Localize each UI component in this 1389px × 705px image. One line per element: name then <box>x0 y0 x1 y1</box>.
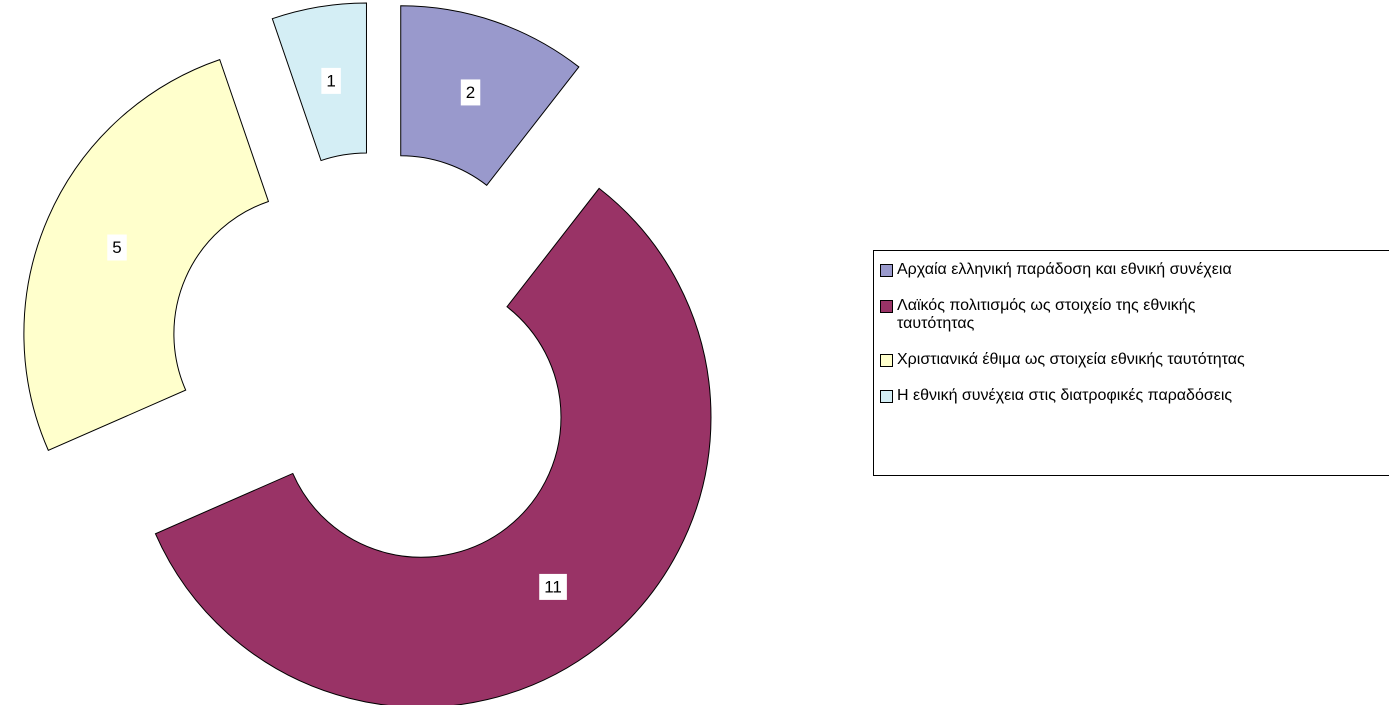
plot: 2 11 5 1 <box>23 2 712 705</box>
data-label-text: 2 <box>466 83 475 102</box>
data-label-box <box>321 67 341 94</box>
legend: Αρχαία ελληνική παράδοση και εθνική συνέ… <box>873 250 1389 476</box>
legend-swatch <box>880 300 893 313</box>
legend-swatch <box>880 354 893 367</box>
data-label-text: 5 <box>112 238 121 257</box>
legend-label: Χριστιανικά έθιμα ως στοιχεία εθνικής τα… <box>897 351 1245 368</box>
legend-item: Αρχαία ελληνική παράδοση και εθνική συνέ… <box>880 261 1350 279</box>
data-label-text: 1 <box>326 71 335 90</box>
legend-item: Λαϊκός πολιτισμός ως στοιχείο της εθνική… <box>880 297 1350 333</box>
doughnut-segment <box>400 5 580 187</box>
doughnut-segment <box>154 187 712 705</box>
data-label-box <box>460 79 481 106</box>
data-label-text: 11 <box>544 577 562 596</box>
data-label: 1 <box>321 67 341 94</box>
doughnut-segment <box>23 58 270 452</box>
data-label-box <box>107 234 127 261</box>
data-label-box <box>539 573 567 600</box>
legend-swatch <box>880 390 893 403</box>
doughnut-segment <box>271 2 367 162</box>
data-label: 11 <box>539 573 567 600</box>
legend-label: Λαϊκός πολιτισμός ως στοιχείο της εθνική… <box>897 297 1196 332</box>
legend-item: Η εθνική συνέχεια στις διατροφικές παραδ… <box>880 387 1350 405</box>
legend-label: Αρχαία ελληνική παράδοση και εθνική συνέ… <box>897 261 1232 278</box>
legend-item: Χριστιανικά έθιμα ως στοιχεία εθνικής τα… <box>880 351 1389 369</box>
data-label: 5 <box>107 234 127 261</box>
data-label: 2 <box>460 79 481 106</box>
legend-swatch <box>880 264 893 277</box>
legend-label: Η εθνική συνέχεια στις διατροφικές παραδ… <box>897 387 1233 404</box>
